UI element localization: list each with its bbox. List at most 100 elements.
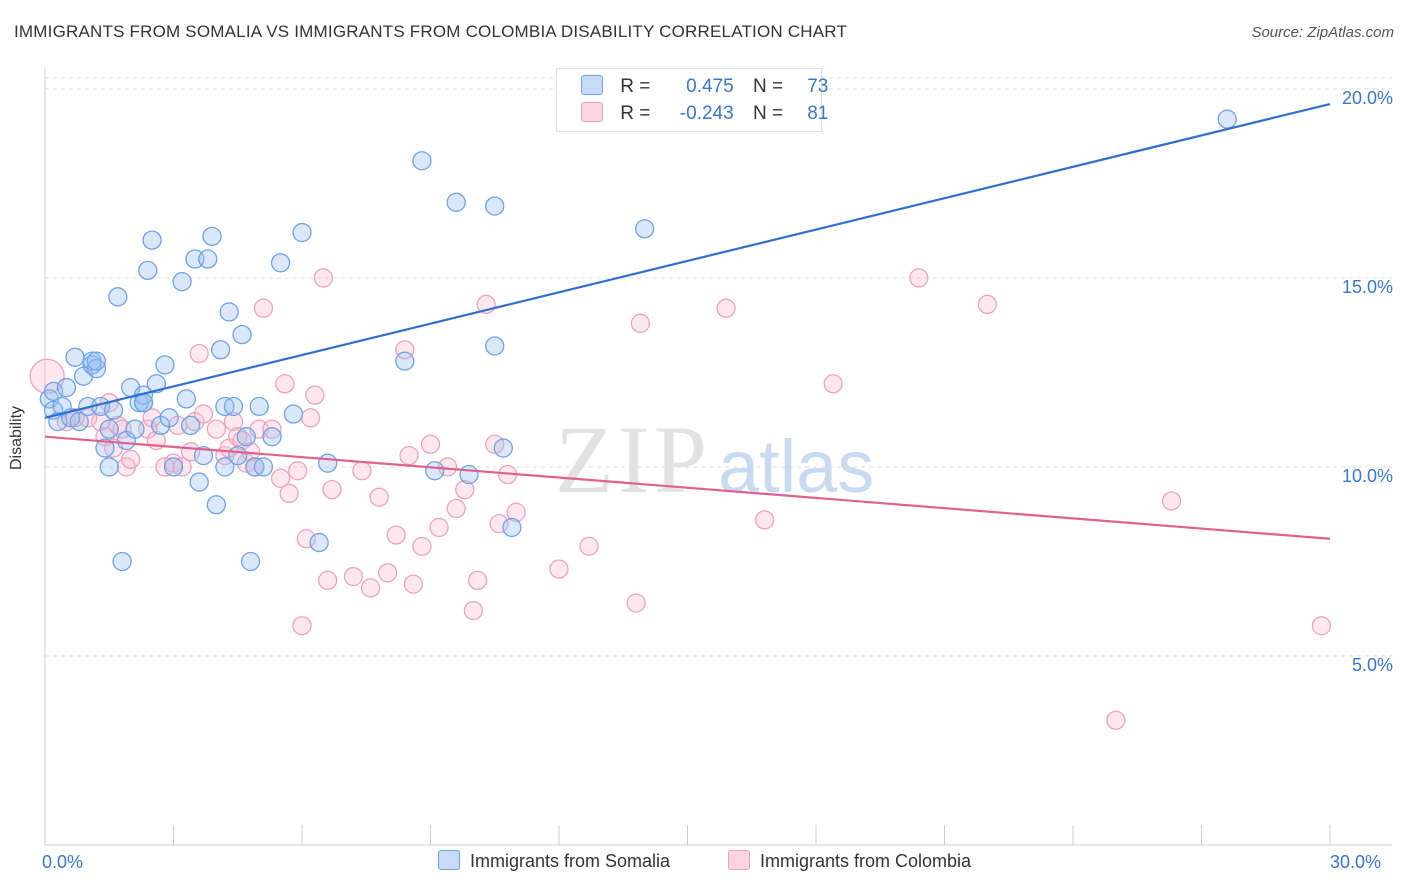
colombia-point bbox=[352, 461, 372, 481]
somalia-point bbox=[446, 192, 466, 212]
colombia-points bbox=[29, 268, 1332, 730]
somalia-point bbox=[493, 438, 513, 458]
colombia-point bbox=[360, 578, 381, 598]
somalia-point bbox=[253, 457, 274, 477]
somalia-point bbox=[210, 340, 231, 360]
colombia-point bbox=[386, 525, 406, 545]
colombia-point bbox=[253, 298, 274, 318]
colombia-point bbox=[189, 343, 209, 364]
x-tick-min: 0.0% bbox=[42, 852, 84, 872]
colombia-point bbox=[630, 313, 651, 333]
colombia-r-label: R = bbox=[620, 103, 651, 124]
colombia-point bbox=[270, 468, 291, 488]
somalia-point bbox=[142, 230, 162, 250]
source-label: Source: ZipAtlas.com bbox=[1251, 24, 1394, 41]
colombia-point bbox=[446, 498, 466, 519]
colombia-point bbox=[463, 600, 483, 621]
somalia-point bbox=[395, 351, 415, 371]
somalia-point bbox=[318, 453, 338, 473]
colombia-point bbox=[378, 563, 398, 583]
colombia-point bbox=[318, 570, 338, 591]
somalia-point bbox=[502, 517, 522, 538]
stats-legend: R = 0.475 N = 73 R = -0.243 N = 81 bbox=[556, 68, 828, 132]
somalia-n-value: 73 bbox=[807, 76, 829, 97]
colombia-point bbox=[1311, 616, 1332, 636]
colombia-point bbox=[399, 445, 419, 466]
somalia-point bbox=[146, 374, 167, 394]
somalia-point bbox=[138, 260, 158, 281]
colombia-point bbox=[29, 358, 65, 394]
chart-title: IMMIGRANTS FROM SOMALIA VS IMMIGRANTS FR… bbox=[14, 22, 848, 41]
colombia-trend-line bbox=[44, 435, 1331, 540]
somalia-point bbox=[108, 287, 128, 307]
colombia-point bbox=[300, 408, 321, 428]
colombia-point bbox=[121, 449, 141, 470]
watermark: ZIP atlas bbox=[555, 406, 874, 513]
colombia-point bbox=[279, 483, 299, 504]
y-tick-label-5: 5.0% bbox=[1352, 655, 1393, 675]
somalia-point bbox=[159, 408, 179, 428]
colombia-point bbox=[455, 479, 475, 500]
bottom-colombia-label: Immigrants from Colombia bbox=[760, 851, 972, 871]
colombia-point bbox=[262, 419, 282, 439]
somalia-point bbox=[228, 445, 248, 466]
colombia-point bbox=[579, 536, 599, 556]
somalia-point bbox=[193, 445, 214, 466]
axes bbox=[44, 68, 1392, 846]
colombia-point bbox=[313, 268, 334, 288]
legend-row-colombia: R = -0.243 N = 81 bbox=[581, 101, 828, 126]
somalia-point bbox=[223, 396, 244, 417]
legend-row-somalia: R = 0.475 N = 73 bbox=[581, 74, 829, 99]
colombia-point bbox=[506, 502, 526, 522]
colombia-point bbox=[716, 298, 736, 318]
somalia-point bbox=[1217, 109, 1237, 129]
colombia-point bbox=[403, 574, 424, 594]
colombia-point bbox=[206, 419, 226, 439]
colombia-point bbox=[549, 559, 569, 579]
somalia-point bbox=[202, 226, 222, 246]
colombia-point bbox=[626, 593, 646, 613]
colombia-point bbox=[823, 374, 843, 394]
colombia-point bbox=[467, 570, 488, 591]
colombia-point bbox=[223, 411, 244, 432]
somalia-point bbox=[56, 377, 77, 398]
somalia-point bbox=[249, 396, 269, 417]
somalia-r-label: R = bbox=[620, 76, 651, 97]
bottom-somalia-swatch bbox=[438, 850, 460, 871]
somalia-point bbox=[240, 551, 261, 572]
somalia-point bbox=[485, 336, 505, 356]
colombia-point bbox=[977, 294, 997, 315]
somalia-point bbox=[99, 457, 119, 477]
x-tick-max: 30.0% bbox=[1330, 852, 1382, 872]
bottom-colombia-swatch bbox=[728, 850, 750, 871]
watermark-atlas: atlas bbox=[718, 425, 874, 508]
somalia-point bbox=[219, 302, 239, 322]
colombia-point bbox=[420, 434, 441, 454]
somalia-point bbox=[270, 253, 291, 273]
somalia-point bbox=[103, 400, 124, 420]
somalia-r-value: 0.475 bbox=[686, 76, 734, 97]
y-tick-label-10: 10.0% bbox=[1342, 466, 1393, 486]
colombia-point bbox=[1106, 710, 1126, 730]
somalia-point bbox=[99, 419, 119, 439]
colombia-point bbox=[412, 536, 432, 556]
somalia-point bbox=[198, 249, 218, 269]
somalia-point bbox=[215, 457, 235, 477]
colombia-r-value: -0.243 bbox=[679, 103, 734, 124]
somalia-point bbox=[163, 457, 184, 477]
somalia-point bbox=[635, 219, 655, 239]
colombia-point bbox=[429, 517, 449, 538]
somalia-trend-line bbox=[44, 102, 1331, 419]
colombia-point bbox=[292, 616, 312, 636]
somalia-point bbox=[425, 461, 445, 481]
bottom-legend-somalia: Immigrants from Somalia bbox=[438, 850, 670, 872]
colombia-point bbox=[754, 510, 775, 530]
somalia-point bbox=[86, 351, 107, 371]
somalia-point bbox=[65, 347, 85, 367]
somalia-point bbox=[172, 272, 192, 292]
watermark-zip: ZIP bbox=[555, 406, 711, 513]
y-tick-label-20: 20.0% bbox=[1342, 88, 1393, 108]
somalia-point bbox=[262, 427, 282, 447]
somalia-n-label: N = bbox=[752, 76, 784, 97]
colombia-n-label: N = bbox=[752, 103, 784, 124]
